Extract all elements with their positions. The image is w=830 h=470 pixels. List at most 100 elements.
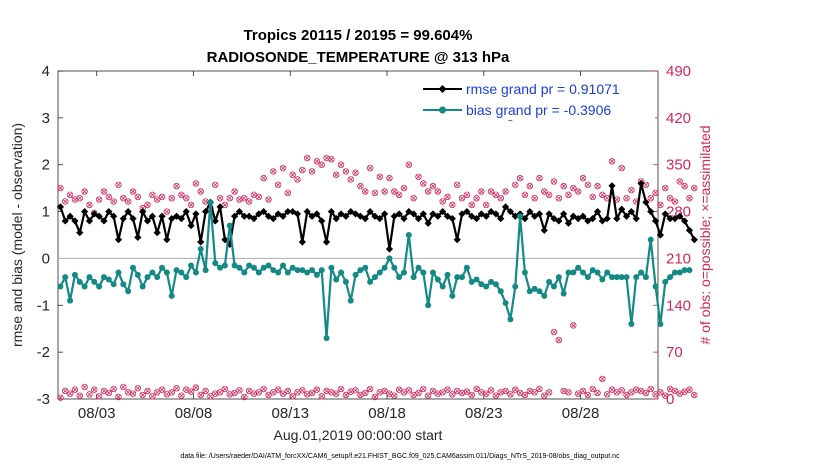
bias-point xyxy=(521,269,528,276)
obs-possible-marker xyxy=(318,393,325,400)
bias-point xyxy=(294,267,301,274)
obs-possible-marker xyxy=(337,161,345,168)
obs-assimilated-marker xyxy=(169,195,175,201)
obs-possible-marker xyxy=(153,196,161,203)
obs-assimilated-marker xyxy=(357,183,363,189)
bias-point xyxy=(420,269,427,276)
obs-possible-marker xyxy=(550,178,558,185)
obs-assimilated-marker xyxy=(266,392,271,398)
obs-assimilated-marker xyxy=(101,388,107,394)
rmse-point xyxy=(264,212,273,220)
obs-assimilated-marker xyxy=(174,183,180,189)
obs-possible-marker xyxy=(671,198,679,205)
rmse-point xyxy=(303,207,311,216)
bias-point xyxy=(134,271,141,278)
obs-possible-marker xyxy=(66,390,74,397)
obs-assimilated-marker xyxy=(498,195,504,201)
bias-point xyxy=(197,246,204,253)
rmse-point xyxy=(293,210,302,218)
obs-possible-marker xyxy=(86,201,93,209)
obs-possible-marker xyxy=(420,385,427,393)
obs-assimilated-marker xyxy=(270,389,276,395)
obs-assimilated-marker xyxy=(333,172,339,178)
obs-assimilated-marker xyxy=(624,195,630,201)
obs-assimilated-marker xyxy=(435,391,441,397)
rmse-point xyxy=(584,217,592,225)
obs-possible-marker xyxy=(216,194,224,202)
bias-point xyxy=(652,283,659,290)
legend-bias-label: bias grand pr = -0.3906 xyxy=(466,102,611,118)
bias-point xyxy=(284,269,291,276)
rmse-point xyxy=(603,215,611,223)
rmse-point xyxy=(632,215,640,223)
obs-possible-marker xyxy=(497,389,504,396)
obs-possible-marker xyxy=(313,386,321,393)
bias-point xyxy=(604,269,611,276)
obs-assimilated-marker xyxy=(338,386,344,392)
obs-possible-marker xyxy=(555,194,563,202)
rmse-point xyxy=(361,215,369,223)
obs-possible-marker xyxy=(492,191,500,199)
obs-assimilated-marker xyxy=(449,391,455,397)
obs-assimilated-marker xyxy=(86,391,92,397)
obs-possible-marker xyxy=(618,164,625,172)
obs-assimilated-marker xyxy=(575,189,581,194)
rmse-point xyxy=(472,215,481,223)
rmse-point xyxy=(114,236,123,244)
obs-possible-marker xyxy=(279,164,287,172)
obs-possible-marker xyxy=(507,391,514,398)
obs-assimilated-marker xyxy=(149,192,155,198)
obs-assimilated-marker xyxy=(657,202,663,208)
obs-assimilated-marker xyxy=(653,391,659,397)
left-y-axis-label: rmse and bias (model - observation) xyxy=(9,123,25,347)
bias-point xyxy=(415,264,422,271)
left-y-tick-label: 1 xyxy=(42,204,50,221)
rmse-point xyxy=(61,217,69,225)
obs-assimilated-marker xyxy=(416,390,421,396)
obs-possible-marker xyxy=(62,387,69,395)
rmse-point xyxy=(511,212,519,220)
obs-possible-marker xyxy=(570,184,577,192)
rmse-point xyxy=(400,215,408,223)
obs-assimilated-marker xyxy=(174,385,180,391)
rmse-point xyxy=(318,217,326,225)
bias-point xyxy=(589,267,596,274)
obs-assimilated-marker xyxy=(362,390,368,396)
obs-possible-marker xyxy=(473,385,480,393)
bias-point xyxy=(376,269,383,276)
obs-assimilated-marker xyxy=(643,390,649,396)
obs-possible-marker xyxy=(245,387,253,395)
obs-possible-marker xyxy=(168,194,175,202)
obs-assimilated-marker xyxy=(648,386,654,392)
obs-assimilated-marker xyxy=(503,189,509,194)
obs-possible-marker xyxy=(289,171,296,178)
obs-possible-marker xyxy=(202,387,209,395)
obs-assimilated-marker xyxy=(449,202,455,208)
obs-assimilated-marker xyxy=(416,174,421,180)
rmse-point xyxy=(322,238,331,246)
obs-possible-marker xyxy=(260,174,267,182)
obs-possible-marker xyxy=(76,392,83,399)
obs-possible-marker xyxy=(71,386,79,393)
rmse-point xyxy=(468,212,476,220)
obs-possible-marker xyxy=(487,387,495,394)
bias-point xyxy=(647,236,654,243)
bias-point xyxy=(304,269,311,276)
obs-assimilated-marker xyxy=(561,388,567,394)
bias-point xyxy=(676,269,683,276)
bias-point xyxy=(217,264,224,271)
obs-possible-marker xyxy=(120,194,127,202)
obs-assimilated-marker xyxy=(343,168,349,174)
obs-possible-marker xyxy=(478,389,485,396)
obs-assimilated-marker xyxy=(682,183,688,189)
obs-assimilated-marker xyxy=(314,158,320,164)
obs-assimilated-marker xyxy=(667,195,673,201)
obs-assimilated-marker xyxy=(82,384,88,390)
obs-possible-marker xyxy=(541,188,548,195)
left-y-tick-label: 4 xyxy=(42,63,50,80)
obs-possible-marker xyxy=(231,389,238,397)
bias-point xyxy=(144,274,151,281)
obs-assimilated-marker xyxy=(445,194,450,200)
rmse-point xyxy=(124,207,132,216)
obs-assimilated-marker xyxy=(580,175,586,181)
